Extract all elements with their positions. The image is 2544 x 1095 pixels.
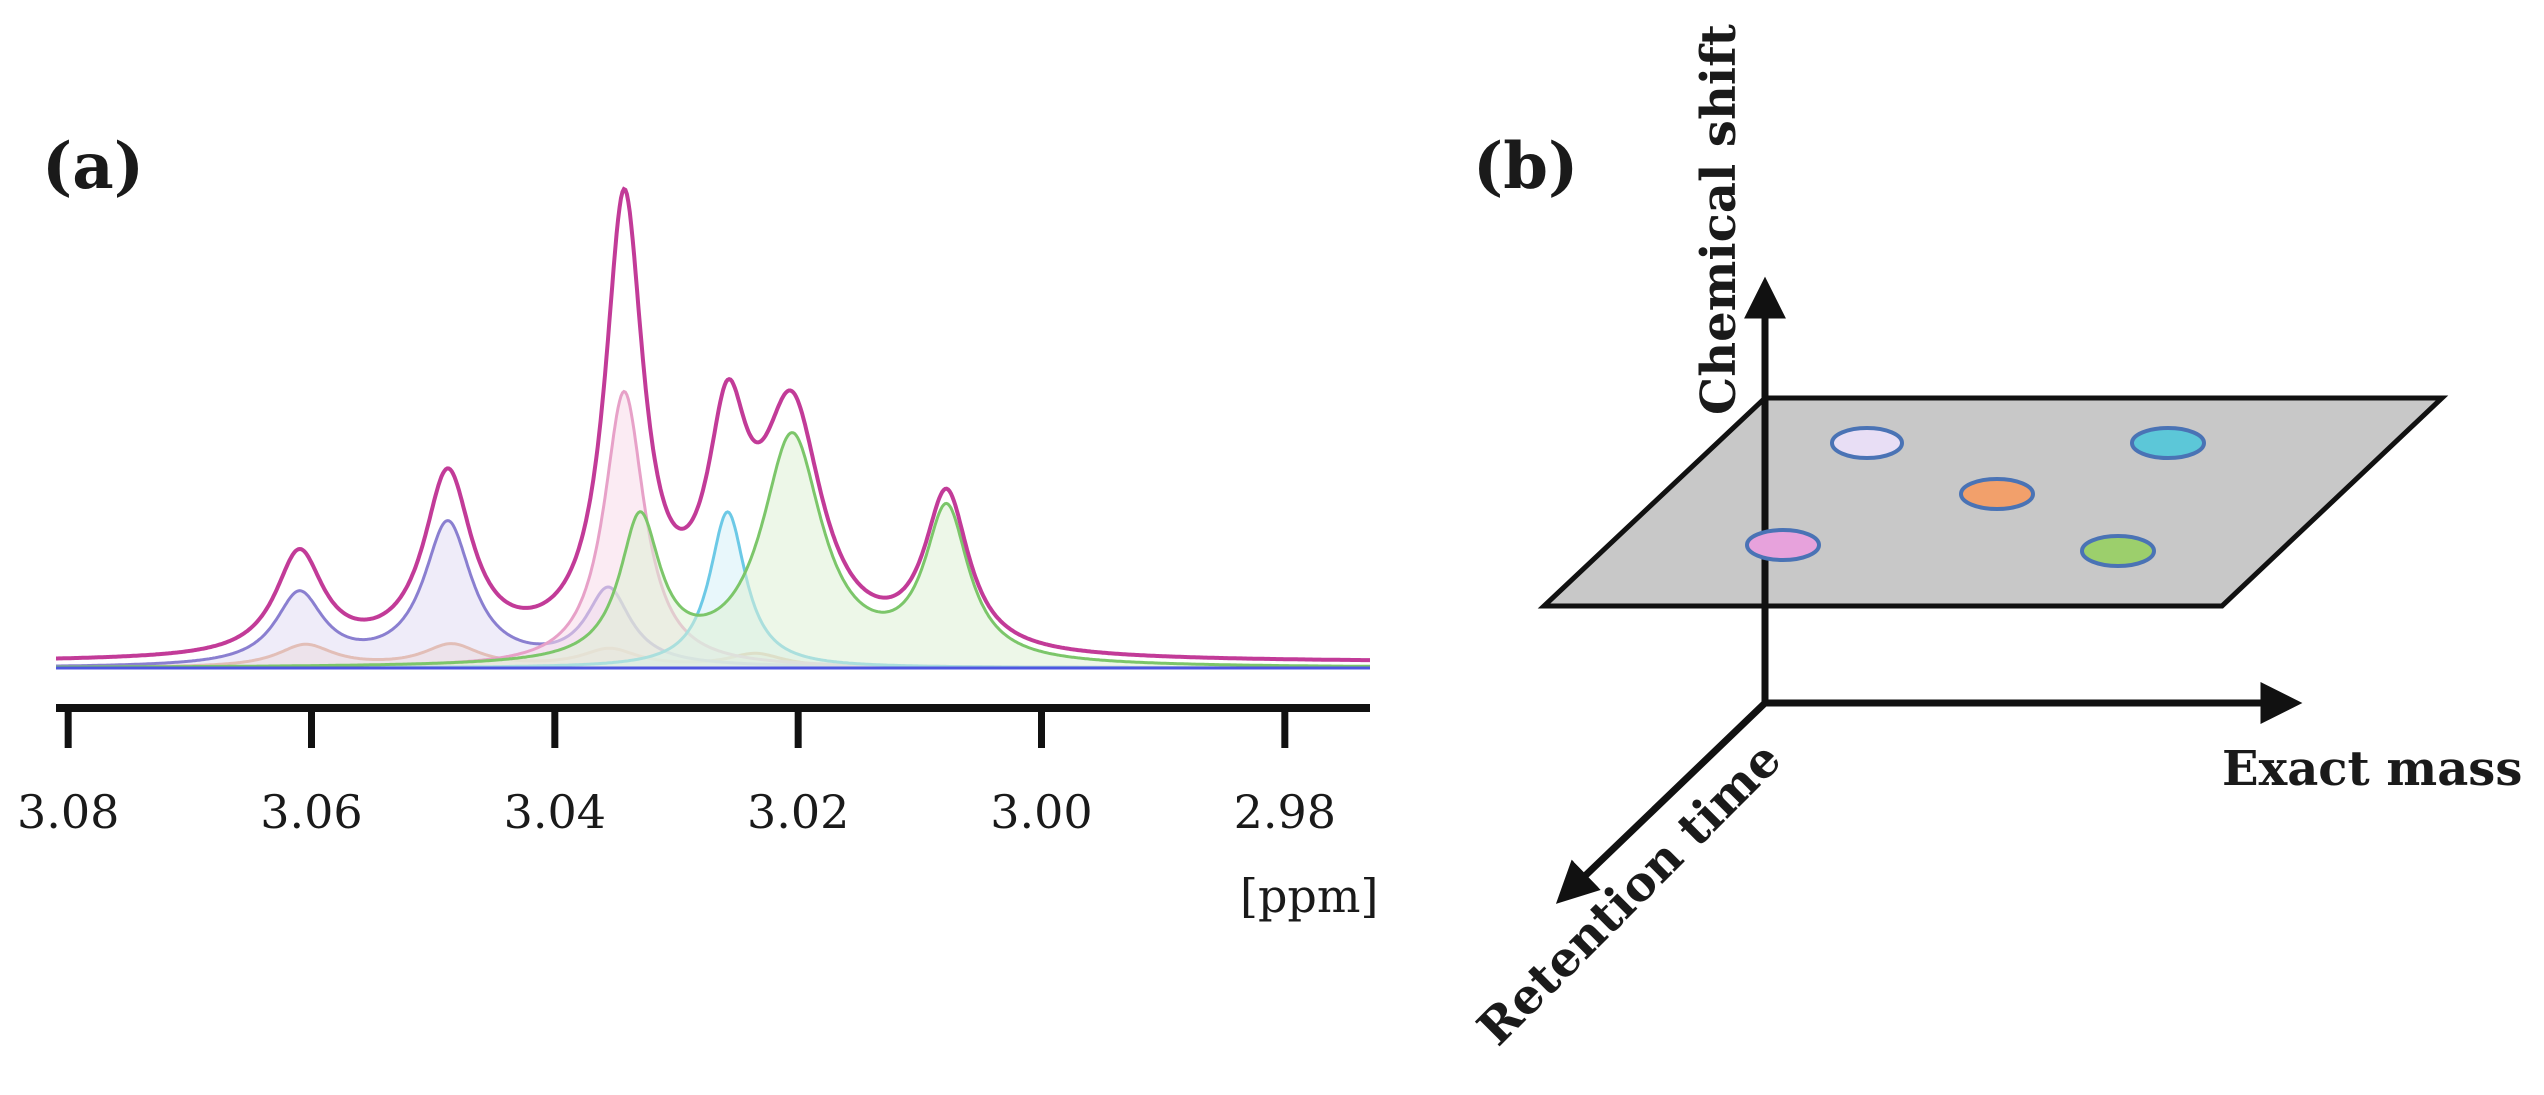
x-axis-ticks: 3.08 3.06 3.04 3.02 3.00 2.98 [17, 708, 1336, 839]
vertical-axis-label: Chemical shift [1691, 24, 1747, 415]
x-axis-unit: [ppm] [1240, 869, 1378, 923]
x-tick-label: 3.04 [504, 785, 606, 839]
diagonal-axis-label: Retention time [1467, 731, 1792, 1056]
x-tick-label: 3.02 [747, 785, 849, 839]
series-area-component-green [56, 432, 1370, 668]
panel-a-label: (a) [42, 129, 144, 204]
diagonal-axis-arrow [1555, 700, 1768, 904]
spot-pink [1745, 528, 1821, 562]
series-area-component-cyan [56, 511, 1370, 668]
spectrum-plot [56, 186, 1370, 670]
x-tick-label: 2.98 [1234, 785, 1336, 839]
spot-lavender [1830, 426, 1904, 460]
spot-cyan [2130, 426, 2206, 460]
x-tick-label: 3.00 [990, 785, 1092, 839]
series-line-component-green [56, 431, 1370, 669]
spot-green [2080, 534, 2156, 568]
spot-orange [1959, 477, 2035, 511]
panel-b: (b) Chemical shift Exact mass Retention … [1467, 24, 2522, 1056]
x-tick-label: 3.06 [260, 785, 362, 839]
panel-a: (a) 3.08 3.06 3.04 3.02 3.00 2.98 [ppm] [17, 129, 1378, 923]
series-line-sum-fit [56, 186, 1370, 663]
horizontal-axis-label: Exact mass [2222, 741, 2522, 797]
panel-b-label: (b) [1473, 129, 1578, 204]
x-tick-label: 3.08 [17, 785, 119, 839]
